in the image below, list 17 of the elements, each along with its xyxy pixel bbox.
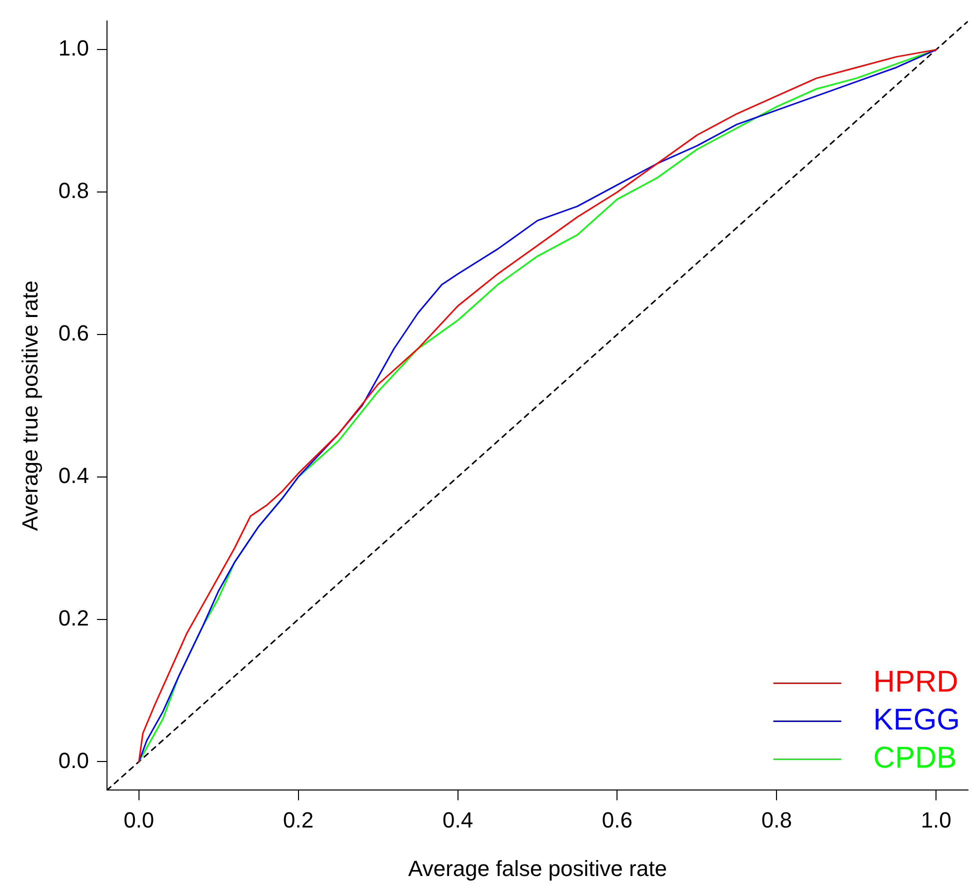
legend-label: HPRD bbox=[873, 665, 958, 698]
x-tick-label: 0.8 bbox=[761, 807, 792, 832]
y-tick-label: 0.4 bbox=[58, 462, 89, 488]
x-tick-label: 0.2 bbox=[283, 807, 314, 832]
x-axis-title: Average false positive rate bbox=[408, 856, 667, 881]
x-tick-label: 0.0 bbox=[124, 807, 154, 832]
y-tick-label: 0.2 bbox=[58, 605, 89, 630]
x-tick-label: 0.6 bbox=[602, 807, 633, 832]
y-tick-label: 1.0 bbox=[58, 36, 89, 61]
x-tick-label: 0.4 bbox=[442, 807, 474, 832]
legend-label: CPDB bbox=[873, 741, 957, 774]
y-axis-title: Average true positive rate bbox=[17, 280, 42, 531]
y-tick-label: 0.0 bbox=[58, 748, 89, 773]
legend-label: KEGG bbox=[873, 703, 960, 736]
y-tick-label: 0.8 bbox=[58, 178, 89, 204]
x-tick-label: 1.0 bbox=[920, 807, 952, 832]
y-tick-label: 0.6 bbox=[58, 320, 89, 346]
